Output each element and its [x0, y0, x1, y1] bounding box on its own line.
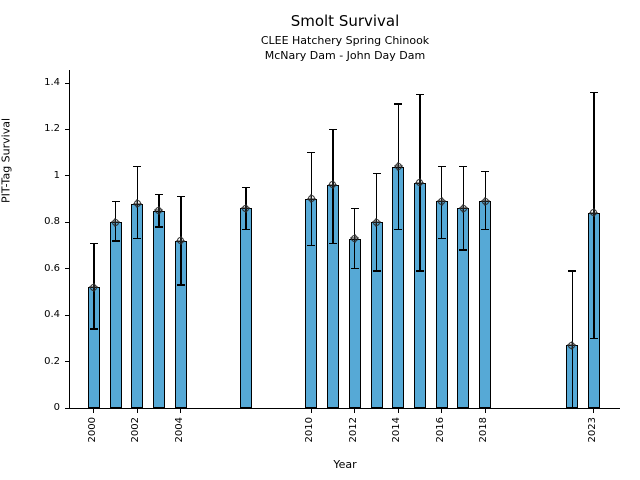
error-cap-high-2002	[133, 165, 142, 168]
y-tick-label: 1.2	[44, 123, 60, 135]
x-tick-mark	[136, 409, 138, 413]
error-cap-high-2023	[589, 91, 598, 93]
error-cap-low-2016	[437, 237, 446, 240]
x-axis-label: Year	[333, 458, 357, 471]
error-cap-high-2018	[481, 170, 490, 172]
point-marker-2023	[590, 209, 598, 217]
y-tick-mark	[65, 175, 69, 177]
point-marker-2004	[177, 237, 185, 245]
point-marker-2015	[416, 179, 424, 187]
x-tick-mark	[441, 409, 443, 413]
error-cap-high-2001	[111, 200, 120, 203]
error-cap-low-2004	[176, 284, 185, 286]
error-cap-high-2011	[329, 128, 338, 131]
bar-2007	[240, 208, 253, 408]
error-cap-high-2003	[155, 193, 164, 196]
y-tick-label: 0.8	[44, 216, 60, 228]
chart-subtitle-line2: McNary Dam - John Day Dam	[264, 49, 426, 62]
error-cap-high-2022	[568, 270, 577, 272]
point-marker-2012	[351, 234, 359, 242]
x-tick-mark	[310, 409, 312, 413]
point-marker-2007	[242, 204, 250, 212]
y-tick-mark	[65, 128, 69, 130]
point-marker-2010	[307, 195, 315, 203]
y-tick-mark	[65, 407, 69, 409]
x-tick-mark	[484, 409, 486, 413]
x-tick-label: 2002	[130, 417, 142, 443]
x-tick-label: 2018	[478, 417, 490, 443]
error-cap-low-2022	[568, 407, 577, 409]
x-tick-label: 2004	[173, 417, 185, 443]
error-cap-low-2023	[589, 337, 598, 339]
error-cap-low-2012	[350, 268, 359, 270]
error-cap-high-2004	[176, 196, 185, 198]
point-marker-2016	[438, 197, 446, 205]
x-axis-spine	[69, 408, 620, 409]
x-tick-label: 2023	[586, 417, 598, 443]
error-cap-low-2000	[89, 328, 98, 330]
error-cap-low-2003	[155, 226, 164, 228]
point-marker-2018	[481, 197, 489, 205]
x-tick-label: 2016	[434, 417, 446, 443]
error-cap-low-2015	[416, 270, 424, 272]
y-tick-label: 0.2	[44, 355, 60, 367]
error-cap-high-2017	[459, 165, 468, 168]
x-tick-mark	[180, 409, 182, 413]
error-cap-low-2001	[111, 240, 120, 242]
error-cap-low-2007	[242, 228, 251, 230]
error-cap-high-2000	[89, 242, 98, 244]
error-cap-high-2007	[242, 186, 251, 189]
error-cap-low-2010	[307, 244, 316, 247]
point-marker-2022	[568, 341, 576, 349]
y-tick-label: 0	[53, 402, 60, 413]
x-tick-mark	[93, 409, 95, 413]
error-cap-low-2017	[459, 249, 468, 251]
bar-2001	[109, 222, 122, 408]
y-tick-mark	[65, 314, 69, 316]
point-marker-2003	[155, 206, 163, 214]
error-cap-high-2014	[394, 103, 403, 105]
point-marker-2013	[372, 218, 380, 226]
point-marker-2001	[111, 218, 119, 226]
x-tick-mark	[397, 409, 399, 413]
plot-area: 0 0.2 0.4 0.6 0.8 1 1.2 1.4 2000 2002 2004 2010 2012…	[44, 70, 620, 442]
point-marker-2011	[329, 181, 337, 189]
y-axis-spine	[69, 70, 70, 409]
y-tick-label: 1.4	[44, 77, 60, 88]
x-tick-label: 2010	[304, 417, 316, 443]
y-tick-mark	[65, 82, 69, 84]
y-tick-label: 0.4	[44, 309, 60, 321]
bar-2018	[479, 201, 492, 408]
y-tick-mark	[65, 268, 69, 270]
error-cap-high-2010	[307, 151, 316, 154]
point-marker-2014	[394, 162, 402, 170]
y-tick-label: 0.6	[44, 262, 60, 274]
point-marker-2002	[133, 200, 141, 207]
error-cap-high-2012	[350, 207, 359, 209]
error-bar-2022	[571, 271, 573, 408]
point-marker-2017	[459, 204, 467, 212]
x-tick-label: 2000	[86, 417, 98, 443]
y-tick-label: 1	[53, 169, 60, 181]
error-cap-high-2015	[416, 93, 424, 96]
bar-2003	[153, 210, 166, 408]
error-cap-high-2013	[372, 172, 381, 175]
chart-title: Smolt Survival	[290, 12, 400, 30]
error-cap-high-2016	[437, 165, 446, 168]
y-tick-mark	[65, 361, 69, 363]
x-tick-label: 2014	[391, 417, 403, 443]
chart-subtitle-line1: CLEE Hatchery Spring Chinook	[260, 34, 430, 47]
error-cap-low-2014	[394, 228, 403, 230]
y-tick-mark	[65, 221, 69, 223]
x-tick-label: 2012	[347, 417, 359, 443]
error-cap-low-2011	[329, 242, 338, 244]
x-tick-mark	[354, 409, 356, 413]
error-cap-low-2002	[133, 237, 142, 240]
error-cap-low-2013	[372, 270, 381, 272]
point-marker-2000	[90, 283, 98, 291]
error-cap-low-2018	[481, 228, 490, 230]
x-tick-mark	[593, 409, 595, 413]
